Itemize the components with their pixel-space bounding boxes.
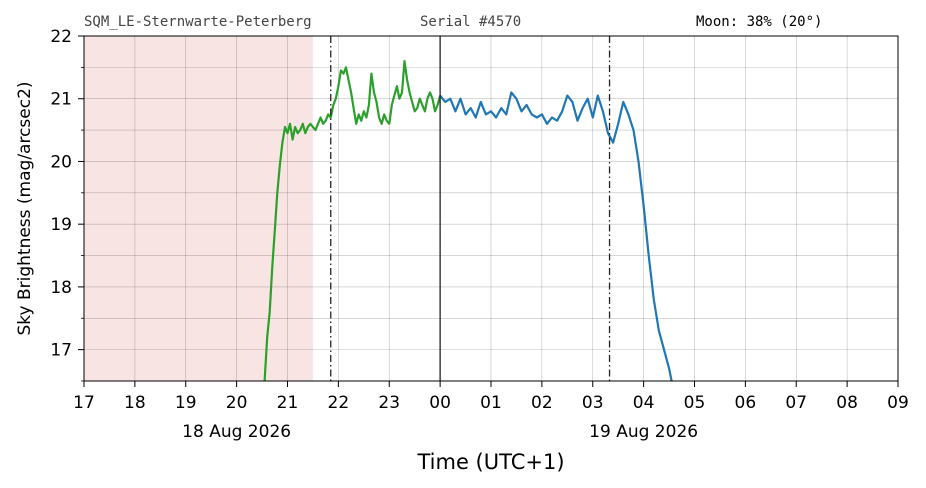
series-line-2 xyxy=(439,91,673,382)
station-name: SQM_LE-Sternwarte-Peterberg xyxy=(84,14,312,30)
x-tick-label: 22 xyxy=(328,393,350,413)
y-tick-label: 19 xyxy=(50,215,72,235)
x-tick-label: 18 xyxy=(124,393,146,413)
x-tick-label: 02 xyxy=(531,393,553,413)
x-tick-label: 00 xyxy=(429,393,451,413)
y-axis-label: Sky Brightness (mag/arcsec2) xyxy=(15,81,35,335)
x-tick-label: 01 xyxy=(480,393,502,413)
twilight-shade xyxy=(84,36,313,381)
y-tick-label: 17 xyxy=(50,341,72,361)
x-tick-label: 04 xyxy=(633,393,655,413)
date-label: 18 Aug 2026 xyxy=(182,422,291,442)
x-tick-label: 17 xyxy=(73,393,95,413)
x-tick-label: 20 xyxy=(226,393,248,413)
x-tick-label: 06 xyxy=(735,393,757,413)
x-axis-label: Time (UTC+1) xyxy=(416,450,564,474)
x-tick-label: 19 xyxy=(175,393,197,413)
x-tick-label: 23 xyxy=(378,393,400,413)
x-tick-label: 21 xyxy=(277,393,299,413)
x-tick-label: 05 xyxy=(684,393,706,413)
x-tick-label: 03 xyxy=(582,393,604,413)
x-tick-label: 07 xyxy=(785,393,807,413)
date-label: 19 Aug 2026 xyxy=(589,422,698,442)
y-tick-label: 18 xyxy=(50,278,72,298)
y-tick-label: 21 xyxy=(50,90,72,110)
x-tick-label: 08 xyxy=(836,393,858,413)
y-tick-label: 20 xyxy=(50,152,72,172)
moon-info: Moon: 38% (20°) xyxy=(696,14,823,30)
x-tick-label: 09 xyxy=(887,393,909,413)
y-tick-label: 22 xyxy=(50,27,72,47)
serial-number: Serial #4570 xyxy=(420,14,522,30)
series-line-1 xyxy=(263,59,442,382)
